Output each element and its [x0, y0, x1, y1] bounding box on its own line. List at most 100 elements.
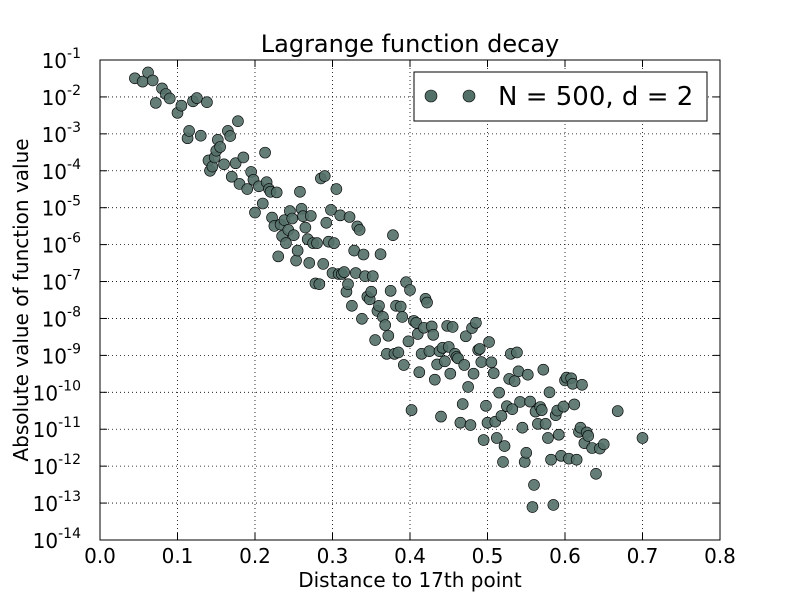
scatter-point [394, 300, 407, 313]
scatter-point [497, 456, 509, 468]
x-tick-label: 0.5 [472, 544, 504, 568]
scatter-point [413, 366, 426, 379]
scatter-point [495, 410, 508, 422]
x-tick-label: 0.4 [394, 544, 426, 568]
scatter-point [272, 250, 285, 263]
scatter-point [557, 400, 570, 413]
scatter-point [539, 418, 552, 430]
scatter-point [514, 396, 526, 408]
scatter-point [462, 381, 474, 393]
scatter-point [521, 368, 534, 381]
data-points [129, 66, 649, 513]
x-axis-label: Distance to 17th point [298, 568, 522, 592]
scatter-point [303, 257, 316, 269]
scatter-point [470, 317, 482, 329]
legend-marker [424, 89, 438, 103]
scatter-point [256, 197, 269, 210]
x-tick-label: 0.7 [627, 544, 659, 568]
scatter-point [232, 115, 244, 127]
scatter-point [439, 355, 451, 368]
scatter-point [535, 404, 548, 416]
scatter-point [446, 321, 459, 333]
scatter-point [456, 398, 469, 410]
scatter-point [382, 329, 395, 342]
scatter-point [487, 367, 500, 379]
scatter-point [404, 284, 416, 296]
scatter-point [543, 386, 556, 399]
scatter-point [346, 300, 358, 312]
scatter-point [218, 158, 230, 171]
scatter-point [475, 356, 488, 368]
scatter-point [356, 312, 368, 325]
scatter-point [511, 346, 523, 359]
scatter-point [545, 453, 557, 466]
scatter-point [397, 359, 410, 371]
scatter-point [490, 432, 503, 444]
scatter-point [582, 430, 595, 442]
scatter-point [611, 405, 624, 417]
scatter-point [365, 285, 378, 298]
scatter-point [280, 237, 292, 249]
scatter-point [320, 216, 333, 229]
y-tick-label: 10-11 [33, 415, 81, 442]
scatter-point [597, 438, 610, 451]
scatter-point [299, 221, 312, 234]
scatter-point [498, 440, 511, 452]
scatter-point [570, 453, 583, 466]
scatter-point [270, 186, 283, 199]
scatter-point [304, 210, 317, 222]
scatter-point [311, 237, 323, 249]
scatter-point [483, 336, 495, 348]
scatter-point [294, 185, 306, 198]
legend-label: N = 500, d = 2 [498, 82, 693, 112]
scatter-point [175, 99, 188, 112]
scatter-point [214, 141, 226, 153]
legend: N = 500, d = 2 [413, 71, 708, 122]
scatter-point [237, 151, 250, 164]
scatter-point [506, 403, 519, 415]
scatter-point [590, 468, 602, 480]
scatter-point [542, 432, 554, 444]
scatter-point [405, 404, 418, 416]
scatter-point [528, 479, 540, 491]
scatter-point [444, 367, 457, 380]
scatter-point [191, 92, 203, 104]
scatter-point [338, 266, 350, 278]
x-tick-label: 0.0 [84, 544, 116, 568]
scatter-point [249, 206, 261, 219]
scatter-point [464, 419, 477, 431]
scatter-point [384, 285, 397, 297]
scatter-point [379, 319, 392, 331]
scatter-point [374, 248, 387, 260]
scatter-point [636, 432, 649, 444]
scatter-point [547, 499, 560, 511]
y-axis-label: Absolute value of function value [9, 138, 33, 461]
scatter-point [201, 96, 213, 108]
y-tick-label: 10-3 [42, 120, 81, 147]
scatter-point [520, 446, 533, 459]
scatter-point [454, 416, 467, 429]
x-tick-label: 0.2 [239, 544, 271, 568]
scatter-point [508, 375, 521, 387]
scatter-point [373, 300, 385, 312]
scatter-point [330, 183, 343, 195]
scatter-point [576, 378, 588, 391]
scatter-point [467, 367, 480, 380]
scatter-point [392, 346, 405, 359]
x-tick-label: 0.3 [317, 544, 349, 568]
scatter-point [552, 428, 565, 441]
x-tick-label: 0.8 [704, 544, 736, 568]
scatter-point [480, 400, 492, 412]
scatter-point [146, 74, 159, 87]
scatter-point [183, 125, 195, 137]
scatter-point [357, 248, 370, 261]
scatter-point [459, 330, 472, 343]
scatter-point [229, 157, 242, 170]
x-tick-labels: 0.0 0.1 0.2 0.3 0.4 0.5 0.6 0.7 0.8 [84, 544, 736, 568]
scatter-point [291, 244, 304, 257]
scatter-point [396, 311, 409, 323]
scatter-point [150, 97, 162, 109]
scatter-point [317, 258, 330, 270]
scatter-point [421, 296, 433, 309]
scatter-point [493, 386, 505, 399]
